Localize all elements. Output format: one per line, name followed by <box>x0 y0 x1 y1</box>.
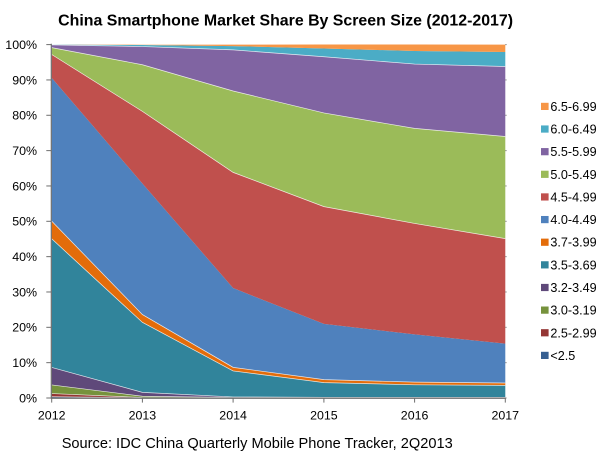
svg-text:3.5-3.69: 3.5-3.69 <box>550 258 596 272</box>
svg-text:4.0-4.49: 4.0-4.49 <box>550 213 596 227</box>
svg-text:2017: 2017 <box>492 409 520 423</box>
svg-text:2015: 2015 <box>310 409 338 423</box>
svg-text:2012: 2012 <box>38 409 66 423</box>
svg-text:2016: 2016 <box>401 409 429 423</box>
svg-text:0%: 0% <box>19 391 37 405</box>
svg-text:6.5-6.99: 6.5-6.99 <box>550 100 596 114</box>
svg-text:<2.5: <2.5 <box>550 349 575 363</box>
svg-text:China Smartphone Market Share: China Smartphone Market Share By Screen … <box>58 12 513 29</box>
svg-text:60%: 60% <box>12 179 37 193</box>
svg-text:20%: 20% <box>12 321 37 335</box>
svg-text:Source: IDC China Quarterly Mo: Source: IDC China Quarterly Mobile Phone… <box>62 436 453 452</box>
svg-text:90%: 90% <box>12 73 37 87</box>
svg-text:100%: 100% <box>5 38 37 52</box>
svg-text:80%: 80% <box>12 109 37 123</box>
svg-text:3.0-3.19: 3.0-3.19 <box>550 304 596 318</box>
svg-text:5.5-5.99: 5.5-5.99 <box>550 145 596 159</box>
svg-text:2013: 2013 <box>129 409 157 423</box>
svg-text:3.2-3.49: 3.2-3.49 <box>550 281 596 295</box>
svg-text:2014: 2014 <box>219 409 247 423</box>
svg-text:50%: 50% <box>12 215 37 229</box>
svg-text:4.5-4.99: 4.5-4.99 <box>550 190 596 204</box>
svg-text:3.7-3.99: 3.7-3.99 <box>550 236 596 250</box>
svg-text:6.0-6.49: 6.0-6.49 <box>550 123 596 137</box>
svg-text:2.5-2.99: 2.5-2.99 <box>550 326 596 340</box>
svg-text:30%: 30% <box>12 285 37 299</box>
svg-text:70%: 70% <box>12 144 37 158</box>
svg-text:5.0-5.49: 5.0-5.49 <box>550 168 596 182</box>
svg-text:40%: 40% <box>12 250 37 264</box>
svg-text:10%: 10% <box>12 356 37 370</box>
